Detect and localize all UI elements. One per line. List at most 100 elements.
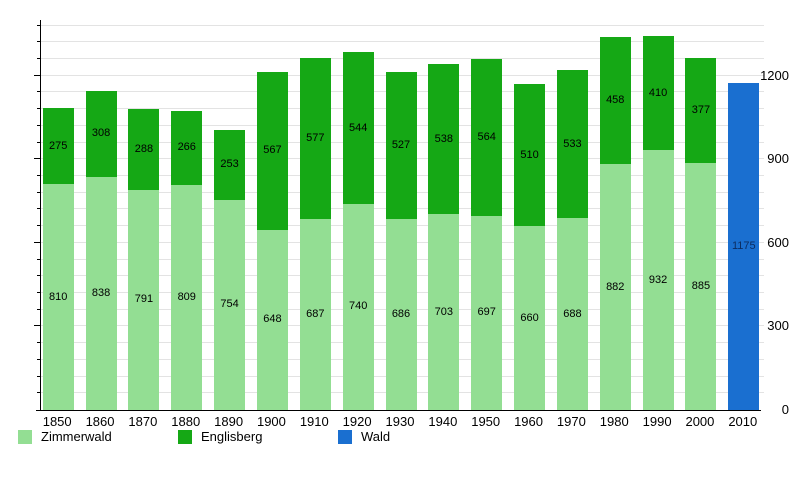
bar-value-label: 754 xyxy=(220,298,239,311)
x-axis-year-label: 1970 xyxy=(556,414,586,429)
bar-1920-zimmerwald: 740 xyxy=(342,203,374,410)
bar-1870-englisberg: 288 xyxy=(128,109,160,190)
y-minor-tick xyxy=(37,124,41,126)
y-major-tick xyxy=(34,241,41,243)
x-axis-year-label: 1900 xyxy=(256,414,286,429)
x-axis-year-label: 2010 xyxy=(728,414,758,429)
bar-1900-zimmerwald: 648 xyxy=(256,229,288,410)
gridline xyxy=(41,58,764,59)
bar-1970-englisberg: 533 xyxy=(556,69,588,219)
bar-value-label: 648 xyxy=(263,313,282,326)
x-axis-year-label: 1920 xyxy=(342,414,372,429)
legend-swatch-englisberg xyxy=(178,429,192,444)
bar-value-label: 564 xyxy=(477,130,496,143)
y-minor-tick xyxy=(37,91,41,93)
legend-label-englisberg: Englisberg xyxy=(201,429,263,444)
bar-value-label: 544 xyxy=(348,121,368,134)
bar-value-label: 687 xyxy=(306,307,325,320)
x-axis-year-label: 1930 xyxy=(385,414,415,429)
bar-2000-zimmerwald: 885 xyxy=(685,163,717,410)
x-axis-year-label: 1960 xyxy=(514,414,543,429)
bar-1860-englisberg: 308 xyxy=(85,90,117,177)
x-axis-year-label: 2000 xyxy=(685,414,715,429)
bar-value-label: 275 xyxy=(49,139,68,152)
y-minor-tick xyxy=(37,308,41,310)
y-minor-tick xyxy=(37,41,41,43)
bar-value-label: 932 xyxy=(648,273,668,286)
bar-value-label: 838 xyxy=(91,286,111,299)
x-axis-year-label: 1890 xyxy=(214,414,244,429)
bar-value-label: 377 xyxy=(691,104,711,117)
bar-1860-zimmerwald: 838 xyxy=(85,176,117,410)
bar-value-label: 538 xyxy=(434,132,454,145)
y-major-tick xyxy=(34,325,41,327)
bar-1890-englisberg: 253 xyxy=(214,129,246,200)
bar-1960-englisberg: 510 xyxy=(514,84,546,227)
x-axis-year-label: 1870 xyxy=(128,414,158,429)
y-axis-tick-label: 1200 xyxy=(760,67,789,83)
bar-value-label: 791 xyxy=(134,293,154,306)
x-axis-year-label: 1880 xyxy=(171,414,201,429)
bar-value-label: 885 xyxy=(691,280,711,293)
plot-area: 810 275 838 308 791 288 809 266 754 253 648 567 687 5… xyxy=(34,20,764,410)
y-minor-tick xyxy=(37,375,41,377)
bar-1950-englisberg: 564 xyxy=(471,58,503,216)
bar-1980-englisberg: 458 xyxy=(599,36,631,165)
bar-1880-zimmerwald: 809 xyxy=(171,184,203,410)
bar-value-label: 1175 xyxy=(731,239,756,252)
y-minor-tick xyxy=(37,358,41,360)
bar-1950-zimmerwald: 697 xyxy=(471,215,503,410)
bar-value-label: 809 xyxy=(177,290,196,303)
bar-1880-englisberg: 266 xyxy=(171,110,203,185)
bar-1890-zimmerwald: 754 xyxy=(214,199,246,410)
bar-2010-wald: 1175 xyxy=(728,82,760,410)
bar-value-label: 660 xyxy=(520,311,539,324)
y-axis-tick-label: 0 xyxy=(781,402,789,417)
bar-value-label: 567 xyxy=(263,144,282,157)
y-minor-tick xyxy=(37,208,41,210)
bar-value-label: 410 xyxy=(648,86,668,99)
gridline xyxy=(41,41,764,43)
bar-1930-zimmerwald: 686 xyxy=(385,218,417,410)
y-minor-tick xyxy=(37,175,41,176)
y-minor-tick xyxy=(37,292,41,293)
x-axis-year-label: 1990 xyxy=(642,414,672,429)
y-axis-tick-label: 300 xyxy=(767,318,789,334)
y-minor-tick xyxy=(37,191,41,193)
x-axis-year-label: 1940 xyxy=(428,414,458,429)
bar-value-label: 688 xyxy=(563,307,582,320)
bar-1910-englisberg: 577 xyxy=(299,57,331,219)
bar-1930-englisberg: 527 xyxy=(385,72,417,219)
bar-value-label: 253 xyxy=(220,158,239,171)
bar-1960-zimmerwald: 660 xyxy=(514,226,546,410)
bar-value-label: 510 xyxy=(520,148,539,161)
y-minor-tick xyxy=(37,275,41,277)
y-minor-tick xyxy=(37,141,41,143)
bar-1850-englisberg: 275 xyxy=(42,107,74,185)
y-minor-tick xyxy=(37,24,41,26)
bar-1980-zimmerwald: 882 xyxy=(599,164,631,410)
bar-value-label: 533 xyxy=(563,137,582,150)
bar-1990-zimmerwald: 932 xyxy=(642,150,674,410)
bar-value-label: 686 xyxy=(391,307,411,320)
x-axis-year-label: 1860 xyxy=(85,414,115,429)
y-axis-tick-label: 600 xyxy=(767,234,789,250)
gridline xyxy=(41,24,764,26)
bar-1870-zimmerwald: 791 xyxy=(128,189,160,410)
x-axis-line xyxy=(36,410,761,411)
bar-1910-zimmerwald: 687 xyxy=(299,218,331,410)
y-axis-tick-label: 900 xyxy=(767,151,789,167)
legend-swatch-wald xyxy=(338,429,352,444)
bar-value-label: 740 xyxy=(348,300,368,313)
bar-1920-englisberg: 544 xyxy=(342,52,374,204)
bar-value-label: 527 xyxy=(391,139,411,151)
y-minor-tick xyxy=(37,392,41,394)
bar-value-label: 810 xyxy=(49,290,68,303)
y-minor-tick xyxy=(37,225,41,227)
legend-label-wald: Wald xyxy=(361,429,391,444)
bar-1900-englisberg: 567 xyxy=(256,71,288,230)
bar-value-label: 458 xyxy=(606,94,625,107)
x-axis-year-label: 1980 xyxy=(599,414,629,429)
bar-value-label: 288 xyxy=(134,143,154,156)
